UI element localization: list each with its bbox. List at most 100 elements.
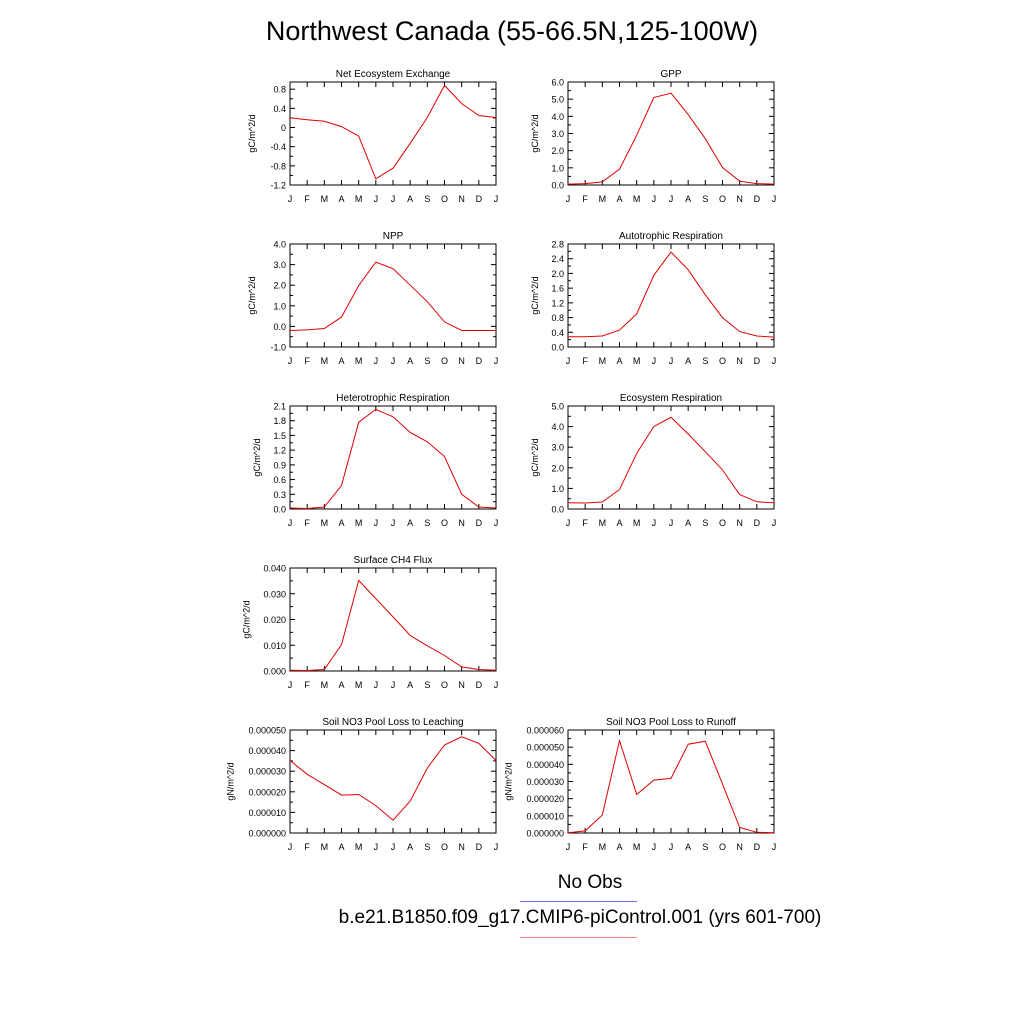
y-tick-label: -0.4 (270, 142, 286, 152)
x-tick-label: N (458, 680, 465, 690)
x-tick-label: M (321, 356, 329, 366)
x-tick-label: M (355, 518, 363, 528)
x-tick-label: N (458, 356, 465, 366)
series-line (567, 92, 775, 185)
y-tick-label: 0.000020 (248, 787, 286, 797)
panel-title: Soil NO3 Pool Loss to Runoff (606, 717, 736, 728)
x-tick-label: M (633, 842, 641, 852)
x-tick-label: S (702, 842, 708, 852)
y-tick-label: 2.4 (551, 254, 564, 264)
series-line (568, 251, 775, 338)
x-tick-label: M (599, 356, 607, 366)
x-tick-label: A (685, 194, 691, 204)
x-tick-label: J (772, 194, 777, 204)
x-tick-label: M (355, 356, 363, 366)
x-tick-label: J (391, 356, 396, 366)
x-tick-label: A (407, 356, 413, 366)
x-tick-label: J (652, 842, 657, 852)
y-tick-label: 1.6 (551, 284, 564, 294)
panel-soil-no3-pool-loss-to-runoff: Soil NO3 Pool Loss to Runoff 0.000000 0.00… (504, 717, 777, 852)
x-tick-label: J (494, 356, 499, 366)
plot-frame (289, 243, 497, 348)
y-tick-label: 0.000010 (248, 808, 286, 818)
x-tick-label: S (424, 356, 430, 366)
y-tick-label: 3.0 (551, 443, 564, 453)
y-tick-label: -1.0 (270, 343, 286, 353)
series-line (289, 579, 497, 672)
x-tick-label: O (441, 842, 448, 852)
x-tick-label: S (424, 518, 430, 528)
x-tick-label: S (702, 194, 708, 204)
x-tick-label: M (633, 194, 641, 204)
x-tick-label: A (685, 518, 691, 528)
x-tick-label: F (304, 842, 310, 852)
y-tick-label: 0.000040 (526, 760, 564, 770)
plot-frame (567, 81, 775, 186)
legend-obs-label: No Obs (557, 872, 623, 893)
y-tick-label: 0.0 (551, 343, 564, 353)
y-axis-label: gC/m^2/d (242, 600, 252, 638)
x-tick-label: J (566, 194, 571, 204)
y-tick-label: 0.000050 (248, 726, 286, 736)
x-tick-label: N (458, 842, 465, 852)
x-tick-label: S (424, 842, 430, 852)
x-tick-label: A (616, 356, 622, 366)
x-tick-label: O (719, 356, 726, 366)
y-tick-label: 1.2 (273, 446, 286, 456)
x-tick-label: M (355, 194, 363, 204)
y-axis-label: gC/m^2/d (530, 114, 540, 152)
y-axis-label: gN/m^2/d (226, 762, 236, 800)
panel-title: Autotrophic Respiration (619, 231, 723, 242)
x-tick-label: A (407, 518, 413, 528)
panel-title: Heterotrophic Respiration (336, 393, 449, 404)
y-axis-label: gN/m^2/d (504, 762, 514, 800)
y-tick-label: 0.000020 (526, 794, 564, 804)
x-tick-label: D (754, 842, 761, 852)
x-tick-label: J (374, 680, 379, 690)
plot-frame (289, 81, 497, 186)
x-tick-label: J (374, 842, 379, 852)
x-tick-label: F (304, 194, 310, 204)
y-tick-label: 2.0 (551, 463, 564, 473)
x-tick-label: S (702, 518, 708, 528)
x-tick-label: J (391, 194, 396, 204)
y-tick-label: 1.5 (273, 431, 286, 441)
x-tick-label: N (736, 518, 743, 528)
y-tick-label: 0.0 (273, 322, 286, 332)
x-tick-label: J (772, 356, 777, 366)
x-tick-label: M (321, 194, 329, 204)
x-tick-label: M (599, 518, 607, 528)
x-tick-label: D (754, 356, 761, 366)
x-tick-label: J (288, 356, 293, 366)
x-tick-label: S (424, 680, 430, 690)
panel-net-ecosystem-exchange: Net Ecosystem Exchange -1.2 -0.8 -0.4 0 0.4 0.… (247, 69, 498, 204)
x-tick-label: D (476, 680, 483, 690)
y-tick-label: 2.0 (273, 281, 286, 291)
x-tick-label: J (566, 356, 571, 366)
y-tick-label: -0.8 (270, 161, 286, 171)
y-tick-label: 2.8 (551, 240, 564, 250)
y-tick-label: 0.000 (263, 667, 286, 677)
y-tick-label: 0.000000 (526, 829, 564, 839)
panel-title: Soil NO3 Pool Loss to Leaching (322, 717, 463, 728)
plot-frame (289, 567, 497, 672)
x-tick-label: F (304, 356, 310, 366)
y-tick-label: 0.4 (551, 328, 564, 338)
x-tick-label: N (736, 842, 743, 852)
x-tick-label: J (494, 194, 499, 204)
panel-title: Ecosystem Respiration (620, 393, 722, 404)
x-tick-label: A (407, 680, 413, 690)
y-tick-label: 0.6 (273, 475, 286, 485)
x-tick-label: O (719, 842, 726, 852)
y-tick-label: 0.000060 (526, 726, 564, 736)
y-tick-label: 0.000000 (248, 829, 286, 839)
x-tick-label: J (566, 842, 571, 852)
plot-frame (567, 243, 775, 348)
x-tick-label: F (582, 356, 588, 366)
x-tick-label: A (338, 842, 344, 852)
x-tick-label: M (599, 194, 607, 204)
series-line (567, 738, 775, 834)
y-axis-label: gC/m^2/d (247, 276, 257, 314)
y-tick-label: 0.030 (263, 589, 286, 599)
